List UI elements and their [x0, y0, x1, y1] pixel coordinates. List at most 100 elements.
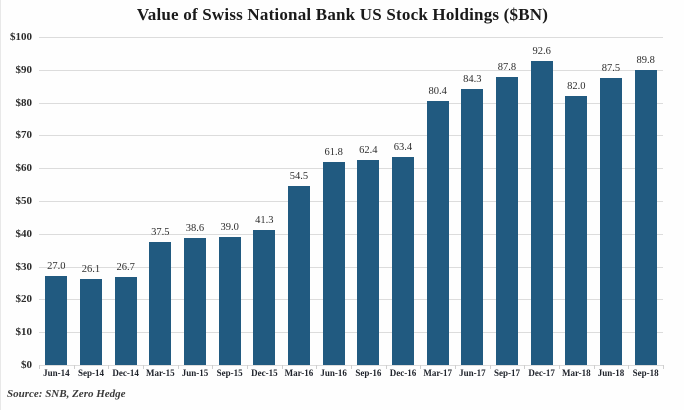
y-tick-label: $100 — [10, 31, 32, 43]
bar-slot: 54.5 — [282, 37, 317, 365]
bar — [322, 162, 345, 365]
bar-value-label: 38.6 — [185, 223, 205, 235]
bar — [357, 160, 380, 365]
bar-value-label: 26.1 — [81, 264, 101, 276]
gridline — [39, 135, 663, 137]
gridline — [39, 332, 663, 334]
x-tick-mark — [73, 365, 75, 369]
x-tick-mark — [593, 365, 595, 369]
bar-slot: 61.8 — [316, 37, 351, 365]
gridline — [39, 102, 663, 104]
bar-value-label: 80.4 — [428, 86, 447, 98]
x-tick-mark — [39, 365, 40, 369]
x-tick-label: Sep-15 — [216, 368, 243, 378]
x-tick-mark — [455, 365, 456, 369]
x-tick-label: Jun-15 — [181, 368, 209, 378]
bar — [114, 277, 137, 365]
bar-slot: 92.6 — [524, 37, 559, 365]
bar-value-label: 82.0 — [567, 81, 586, 93]
y-tick-label: $0 — [21, 359, 32, 371]
bar-value-label: 84.3 — [463, 73, 482, 85]
x-tick-mark — [247, 365, 248, 369]
y-tick-label: $90 — [15, 63, 33, 76]
x-tick-mark — [628, 365, 630, 369]
y-tick-label: $70 — [15, 129, 33, 142]
bar — [183, 238, 206, 365]
gridline — [39, 168, 663, 170]
x-tick-mark — [385, 365, 387, 369]
bar — [79, 279, 102, 365]
y-tick-label: $10 — [15, 326, 33, 339]
gridline — [39, 201, 663, 202]
x-tick-mark — [524, 365, 526, 369]
x-tick-label: Dec-17 — [528, 368, 555, 378]
bar — [253, 229, 276, 365]
bar-slot: 26.7 — [108, 37, 143, 365]
bar — [565, 96, 588, 365]
x-tick-label: Jun-17 — [459, 368, 486, 378]
x-tick-mark — [177, 365, 179, 369]
bar-value-label: 89.8 — [636, 55, 655, 67]
gridline — [39, 69, 663, 71]
bar-value-label: 62.4 — [359, 145, 378, 157]
bar — [426, 101, 449, 365]
bar — [391, 157, 414, 365]
bar-slot: 63.4 — [386, 37, 421, 365]
y-tick-label: $30 — [15, 260, 33, 273]
y-tick-label: $50 — [15, 195, 33, 207]
gridline — [39, 37, 663, 38]
bar-value-label: 87.5 — [601, 63, 621, 74]
y-tick-label: $40 — [15, 227, 33, 240]
x-tick-label: Mar-15 — [146, 368, 175, 378]
bar — [599, 78, 622, 365]
bar-value-label: 87.8 — [497, 62, 517, 74]
x-tick-mark — [663, 365, 664, 369]
bar-slot: 37.5 — [143, 37, 178, 365]
x-tick-label: Sep-14 — [77, 368, 104, 378]
x-tick-label: Mar-17 — [423, 368, 452, 378]
bar-slot: 87.8 — [490, 37, 525, 365]
bar-value-label: 61.8 — [324, 147, 343, 159]
x-tick-mark — [212, 365, 214, 369]
plot-area: 27.0 26.1 26.7 37.5 38.6 39.0 41.3 54.5 61.8 62.4… — [39, 37, 663, 366]
x-tick-label: Jun-18 — [597, 368, 625, 378]
bar — [45, 276, 68, 365]
gridline — [39, 233, 663, 235]
bar-value-label: 63.4 — [393, 142, 413, 154]
x-tick-label: Mar-18 — [562, 368, 591, 378]
bar — [287, 186, 310, 365]
bar — [530, 61, 553, 365]
x-axis: Jun-14 Sep-14 Dec-14 Mar-15 Jun-15 Sep-15 Dec-… — [39, 366, 663, 382]
gridline — [39, 299, 663, 301]
x-tick-label: Sep-16 — [355, 368, 382, 378]
bar-value-label: 54.5 — [289, 171, 309, 183]
bar-slot: 27.0 — [39, 37, 74, 365]
bar-slot: 82.0 — [559, 37, 594, 365]
bar — [218, 237, 241, 365]
gridline — [39, 266, 663, 268]
bar-slot: 41.3 — [247, 37, 282, 365]
y-tick-label: $80 — [15, 96, 33, 109]
bar-value-label: 26.7 — [116, 262, 135, 274]
bar — [495, 77, 518, 365]
x-tick-mark — [108, 365, 110, 369]
x-tick-mark — [420, 365, 422, 369]
bar — [634, 70, 657, 365]
x-tick-label: Dec-15 — [251, 368, 278, 378]
bar-value-label: 41.3 — [255, 214, 274, 226]
bar-slot: 87.5 — [594, 37, 629, 365]
bar-slot: 62.4 — [351, 37, 386, 365]
x-tick-mark — [351, 365, 352, 369]
y-tick-label: $60 — [15, 162, 33, 175]
bar-value-label: 27.0 — [47, 261, 66, 273]
x-tick-label: Mar-16 — [284, 368, 314, 378]
x-tick-label: Sep-17 — [493, 368, 520, 378]
x-tick-label: Dec-16 — [389, 368, 417, 378]
x-tick-label: Jun-16 — [320, 368, 347, 378]
bar-slot: 80.4 — [420, 37, 455, 365]
x-tick-mark — [281, 365, 283, 369]
y-tick-label: $20 — [15, 293, 33, 306]
bar-value-label: 39.0 — [220, 222, 239, 234]
bar — [149, 242, 172, 365]
